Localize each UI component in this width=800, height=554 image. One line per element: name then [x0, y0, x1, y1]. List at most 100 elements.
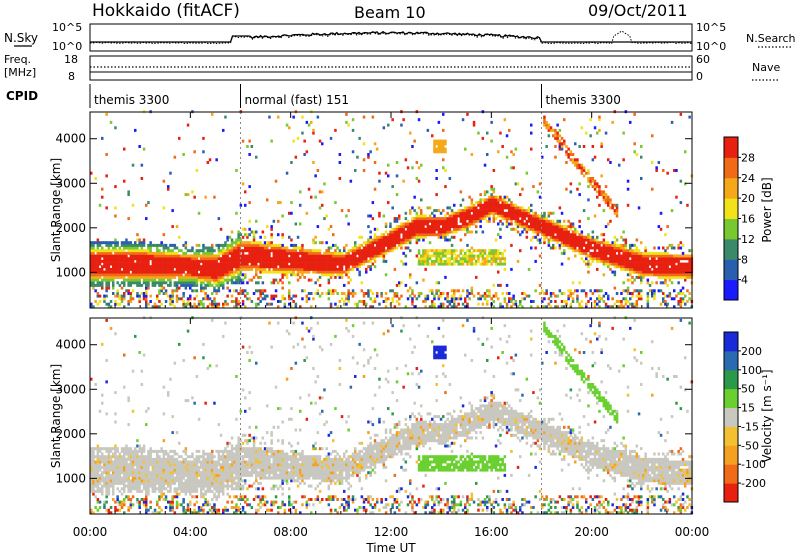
- velocity-cell: [134, 447, 137, 451]
- power-cell: [325, 292, 328, 295]
- power-cell: [360, 281, 364, 285]
- power-cell: [329, 273, 333, 277]
- power-cell: [534, 246, 537, 250]
- power-cell: [444, 233, 447, 237]
- power-cell: [659, 273, 663, 277]
- power-cell: [281, 257, 284, 261]
- velocity-cell: [125, 484, 128, 488]
- power-cell: [296, 267, 300, 271]
- power-cell: [479, 206, 482, 210]
- power-cell: [488, 201, 491, 205]
- power-cell: [153, 283, 157, 287]
- power-cell: [109, 300, 113, 303]
- power-cell: [545, 219, 548, 223]
- power-cell: [136, 259, 139, 263]
- power-cell: [554, 145, 557, 148]
- velocity-cell: [116, 476, 119, 480]
- power-cell: [442, 139, 445, 143]
- power-cell: [351, 128, 355, 132]
- power-cell: [217, 270, 221, 274]
- power-cell: [180, 275, 183, 279]
- power-cell: [382, 300, 386, 303]
- power-cell: [622, 305, 625, 309]
- power-cell: [688, 297, 691, 301]
- power-cell: [631, 259, 634, 263]
- power-cell: [437, 262, 441, 266]
- power-cell: [516, 214, 520, 218]
- power-cell: [479, 262, 482, 266]
- power-cell: [312, 262, 315, 266]
- power-cell: [204, 297, 207, 301]
- power-cell: [402, 251, 405, 255]
- power-cell: [332, 267, 335, 271]
- power-cell: [501, 214, 504, 218]
- power-cell: [131, 259, 135, 263]
- power-cell: [327, 278, 331, 282]
- power-cell: [202, 259, 205, 263]
- power-cell: [459, 211, 463, 215]
- power-cell: [224, 265, 227, 269]
- power-cell: [219, 278, 223, 282]
- power-cell: [488, 211, 491, 215]
- power-cell: [505, 134, 509, 138]
- power-cell: [237, 267, 240, 271]
- power-cell: [479, 294, 482, 298]
- power-cell: [167, 265, 170, 269]
- power-cell: [162, 249, 166, 253]
- power-cell: [369, 254, 372, 258]
- power-cell: [171, 249, 174, 253]
- power-cell: [255, 251, 258, 255]
- power-cell: [673, 259, 676, 263]
- power-cell: [637, 275, 641, 279]
- velocity-cell: [109, 455, 113, 459]
- power-cell: [241, 281, 245, 285]
- power-cell: [138, 254, 141, 258]
- power-cell: [129, 243, 133, 247]
- power-cell: [640, 270, 643, 274]
- power-cell: [468, 195, 471, 199]
- power-cell: [442, 209, 445, 213]
- power-cell: [637, 267, 641, 271]
- power-cell: [391, 249, 394, 253]
- power-cell: [191, 283, 194, 287]
- power-cell: [186, 300, 190, 303]
- power-cell: [677, 254, 680, 258]
- velocity-cell: [112, 468, 115, 472]
- power-cell: [109, 267, 113, 271]
- power-cell: [169, 171, 172, 175]
- power-cell: [598, 185, 601, 189]
- power-cell: [525, 171, 529, 175]
- velocity-cell: [136, 489, 139, 493]
- power-cell: [318, 249, 322, 253]
- power-cell: [156, 270, 159, 274]
- power-cell: [569, 227, 573, 231]
- power-cell: [439, 222, 443, 226]
- power-cell: [415, 227, 419, 231]
- power-cell: [105, 262, 108, 266]
- power-cell: [607, 241, 610, 245]
- power-cell: [633, 278, 636, 282]
- power-cell: [310, 292, 313, 295]
- power-cell: [499, 214, 502, 218]
- power-cell: [411, 289, 414, 293]
- power-cell: [516, 219, 520, 223]
- power-cell: [336, 251, 339, 255]
- power-cell: [255, 219, 258, 223]
- power-cell: [475, 225, 478, 229]
- power-cell: [118, 246, 122, 250]
- power-cell: [433, 297, 436, 301]
- power-cell: [235, 305, 238, 309]
- power-cell: [338, 273, 342, 277]
- power-cell: [147, 275, 150, 279]
- velocity-cell: [98, 489, 102, 493]
- power-cell: [600, 233, 603, 237]
- power-cell: [602, 273, 606, 277]
- power-cell: [279, 201, 282, 205]
- power-cell: [503, 195, 507, 199]
- power-cell: [580, 126, 584, 130]
- power-cell: [404, 158, 408, 162]
- power-cell: [477, 201, 480, 205]
- power-cell: [142, 275, 146, 279]
- power-cell: [208, 275, 212, 279]
- velocity-cell: [131, 473, 135, 477]
